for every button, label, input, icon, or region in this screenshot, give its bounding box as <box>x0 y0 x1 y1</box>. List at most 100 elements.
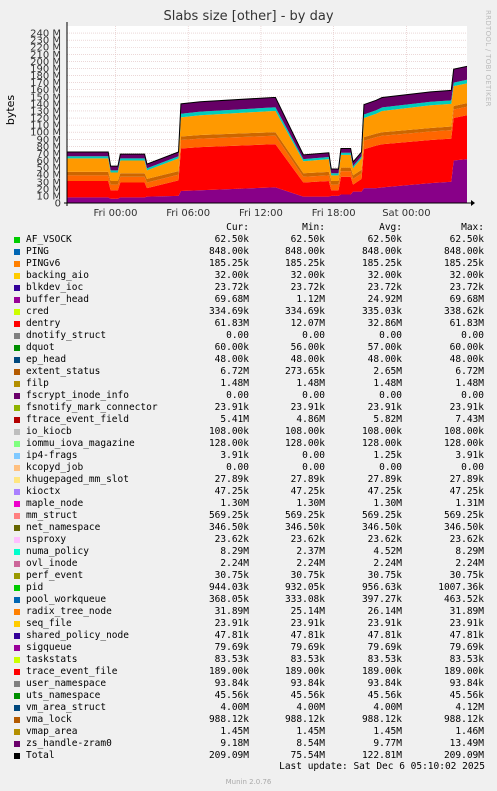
legend-name: zs_handle-zram0 <box>26 738 112 749</box>
legend-name: numa_policy <box>26 546 89 557</box>
header-min: Min: <box>302 222 325 233</box>
legend-max: 13.49M <box>449 738 484 749</box>
legend-name: blkdev_ioc <box>26 282 84 293</box>
munin-version: Munin 2.0.76 <box>225 778 272 786</box>
legend-cur: 69.68M <box>214 294 249 305</box>
y-tick-label: 10 M <box>36 191 61 202</box>
legend-min: 988.12k <box>284 714 325 725</box>
legend-min: 62.50k <box>290 234 325 245</box>
legend-swatch <box>14 309 20 315</box>
legend-name: io_kiocb <box>26 426 72 437</box>
legend-swatch <box>14 669 20 675</box>
legend-cur: 47.81k <box>214 630 249 641</box>
legend-max: 6.72M <box>455 366 484 377</box>
legend-cur: 0.00 <box>226 330 249 341</box>
legend-min: 1.12M <box>296 294 325 305</box>
legend-min: 0.00 <box>302 462 325 473</box>
legend-swatch <box>14 597 20 603</box>
legend-swatch <box>14 429 20 435</box>
legend-min: 56.00k <box>290 342 325 353</box>
legend-swatch <box>14 477 20 483</box>
legend-avg: 62.50k <box>367 234 402 245</box>
legend-name: dnotify_struct <box>26 330 107 341</box>
legend-avg: 1.30M <box>373 498 402 509</box>
legend-row: io_kiocb 108.00k 108.00k 108.00k 108.00k <box>12 426 492 438</box>
legend-row: vma_lock 988.12k 988.12k 988.12k 988.12k <box>12 714 492 726</box>
legend-min: 27.89k <box>290 474 325 485</box>
legend-min: 185.25k <box>284 258 325 269</box>
legend-row: mm_struct 569.25k 569.25k 569.25k 569.25k <box>12 510 492 522</box>
legend-avg: 569.25k <box>361 510 402 521</box>
legend-swatch <box>14 513 20 519</box>
legend-min: 8.54M <box>296 738 325 749</box>
legend-swatch <box>14 417 20 423</box>
legend-max: 1007.36k <box>438 582 484 593</box>
legend-swatch <box>14 405 20 411</box>
legend-cur: 4.00M <box>220 702 249 713</box>
legend-max: 30.75k <box>449 570 484 581</box>
legend-min: 12.07M <box>290 318 325 329</box>
legend-cur: 27.89k <box>214 474 249 485</box>
legend-swatch <box>14 273 20 279</box>
y-tick-label: 130 M <box>30 106 61 117</box>
legend-swatch <box>14 393 20 399</box>
legend-swatch <box>14 741 20 747</box>
legend-cur: 62.50k <box>214 234 249 245</box>
legend-name: fscrypt_inode_info <box>26 390 129 401</box>
legend-row: blkdev_ioc 23.72k 23.72k 23.72k 23.72k <box>12 282 492 294</box>
area-series-radix_tree_node <box>67 83 467 182</box>
legend-min: 83.53k <box>290 654 325 665</box>
y-tick-label: 20 M <box>36 184 61 195</box>
legend-name: cred <box>26 306 49 317</box>
legend-row: zs_handle-zram0 9.18M 8.54M 9.77M 13.49M <box>12 738 492 750</box>
legend-row: numa_policy 8.29M 2.37M 4.52M 8.29M <box>12 546 492 558</box>
legend-min: 108.00k <box>284 426 325 437</box>
legend-swatch <box>14 573 20 579</box>
legend-row: vmap_area 1.45M 1.45M 1.45M 1.46M <box>12 726 492 738</box>
legend-cur: 9.18M <box>220 738 249 749</box>
legend-row: PINGv6 185.25k 185.25k 185.25k 185.25k <box>12 258 492 270</box>
legend-avg: 2.24M <box>373 558 402 569</box>
legend-cur: 61.83M <box>214 318 249 329</box>
legend-swatch <box>14 237 20 243</box>
legend-name: seq_file <box>26 618 72 629</box>
legend-avg: 122.81M <box>361 750 402 761</box>
legend-row: radix_tree_node 31.89M 25.14M 26.14M 31.89M <box>12 606 492 618</box>
legend-swatch <box>14 345 20 351</box>
y-tick-label: 170 M <box>30 78 61 89</box>
legend-name: radix_tree_node <box>26 606 112 617</box>
legend-cur: 988.12k <box>208 714 249 725</box>
legend-avg: 189.00k <box>361 666 402 677</box>
legend-min: 932.05k <box>284 582 325 593</box>
legend-swatch <box>14 297 20 303</box>
legend-row: dquot 60.00k 56.00k 57.00k 60.00k <box>12 342 492 354</box>
legend-max: 8.29M <box>455 546 484 557</box>
legend-min: 45.56k <box>290 690 325 701</box>
header-max: Max: <box>461 222 484 233</box>
legend-cur: 1.30M <box>220 498 249 509</box>
legend-cur: 209.09M <box>208 750 249 761</box>
y-tick-label: 200 M <box>30 57 61 68</box>
y-tick-label: 90 M <box>36 135 61 146</box>
legend-row: taskstats 83.53k 83.53k 83.53k 83.53k <box>12 654 492 666</box>
legend-cur: 47.25k <box>214 486 249 497</box>
x-tick-label: Fri 18:00 <box>312 208 356 219</box>
legend-avg: 48.00k <box>367 354 402 365</box>
legend-avg: 83.53k <box>367 654 402 665</box>
x-tick-label: Fri 12:00 <box>239 208 283 219</box>
legend-name: iommu_iova_magazine <box>26 438 135 449</box>
area-series-dentry <box>67 115 467 199</box>
y-tick-label: 60 M <box>36 156 61 167</box>
legend-name: sigqueue <box>26 642 72 653</box>
legend-avg: 0.00 <box>379 330 402 341</box>
y-tick-label: 180 M <box>30 71 61 82</box>
legend-cur: 185.25k <box>208 258 249 269</box>
legend-min: 1.48M <box>296 378 325 389</box>
legend-name: ovl_inode <box>26 558 78 569</box>
legend-swatch <box>14 501 20 507</box>
rrdtool-label: RRDTOOL / TOBI OETIKER <box>484 10 492 107</box>
header-avg: Avg: <box>379 222 402 233</box>
y-tick-label: 30 M <box>36 177 61 188</box>
legend-avg: 93.84k <box>367 678 402 689</box>
legend-name: ftrace_event_field <box>26 414 129 425</box>
